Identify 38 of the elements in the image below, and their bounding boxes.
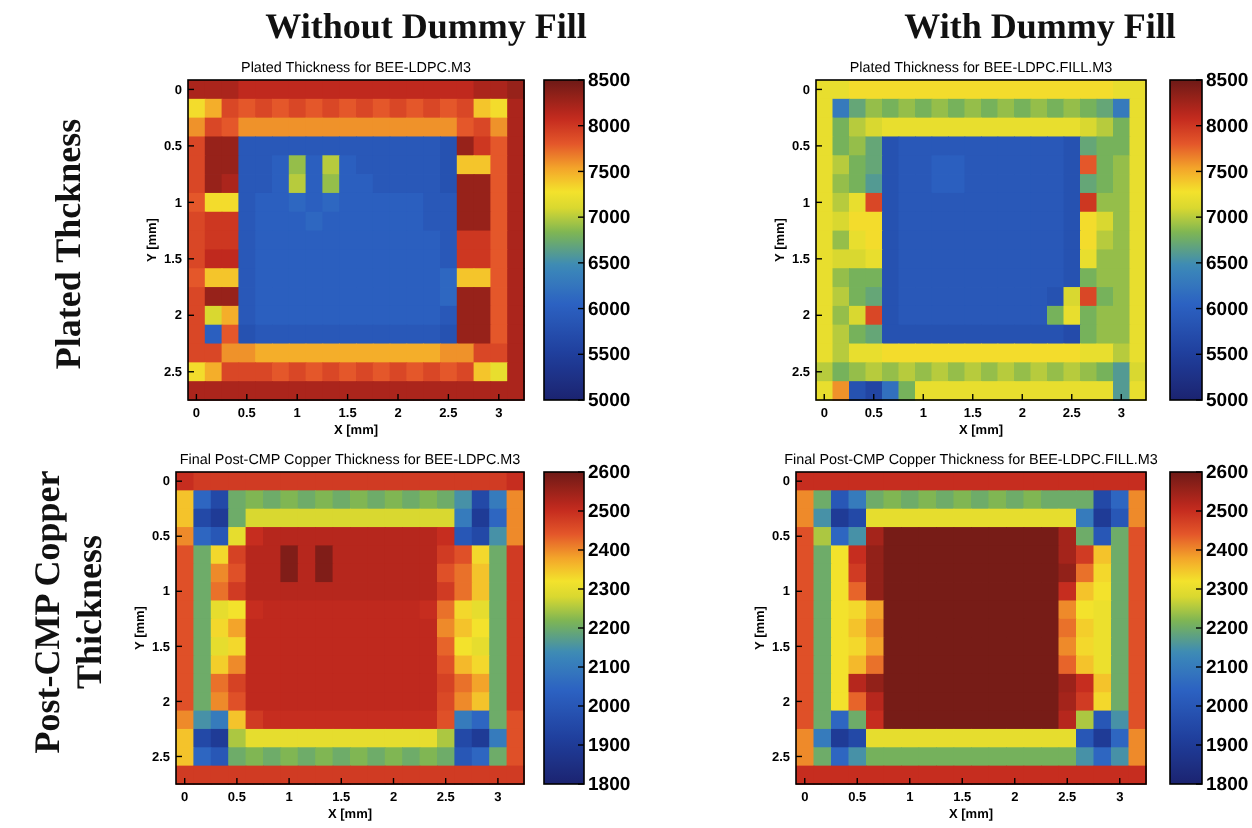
color-bar-label: 8000 [1206,115,1249,138]
text: With Dummy Fill [904,6,1176,46]
text: Without Dummy Fill [265,6,587,46]
color-bar-label: 1900 [1206,735,1249,758]
color-bar-label: 1800 [1206,774,1249,797]
color-bar-label: 8500 [1206,70,1249,93]
color-bar-label: 8000 [588,115,631,138]
color-bar-label: 2500 [1206,501,1249,524]
color-bar-label: 5000 [1206,390,1249,413]
color-bar-label: 6000 [1206,298,1249,321]
color-bar-label: 2400 [588,540,631,563]
color-bar-label: 6000 [588,298,631,321]
color-bar-label: 6500 [588,252,631,275]
text: Plated Thckness [48,118,88,370]
color-bar-label: 5500 [1206,344,1249,367]
color-bar-label: 1800 [588,774,631,797]
text: Post-CMP Copper Thickness [27,470,109,754]
color-bar-label: 2200 [588,618,631,641]
color-bar-label: 2600 [1206,462,1249,485]
color-bar-label: 2600 [588,462,631,485]
color-bar-label: 2300 [588,579,631,602]
color-bar-label: 2000 [588,696,631,719]
color-bar-label: 2000 [1206,696,1249,719]
color-bar-label: 7500 [1206,161,1249,184]
color-bar-label: 2200 [1206,618,1249,641]
color-bar-label: 2400 [1206,540,1249,563]
color-bar-label: 2100 [588,657,631,680]
color-bar-label: 2500 [588,501,631,524]
color-bar-label: 7500 [588,161,631,184]
color-bar-label: 1900 [588,735,631,758]
color-bar-label: 8500 [588,70,631,93]
color-bar-label: 6500 [1206,252,1249,275]
color-bar-label: 5000 [588,390,631,413]
color-bar-label: 2100 [1206,657,1249,680]
color-bar-label: 5500 [588,344,631,367]
color-bar-label: 7000 [588,207,631,230]
color-bar-label: 7000 [1206,207,1249,230]
color-bar-label: 2300 [1206,579,1249,602]
